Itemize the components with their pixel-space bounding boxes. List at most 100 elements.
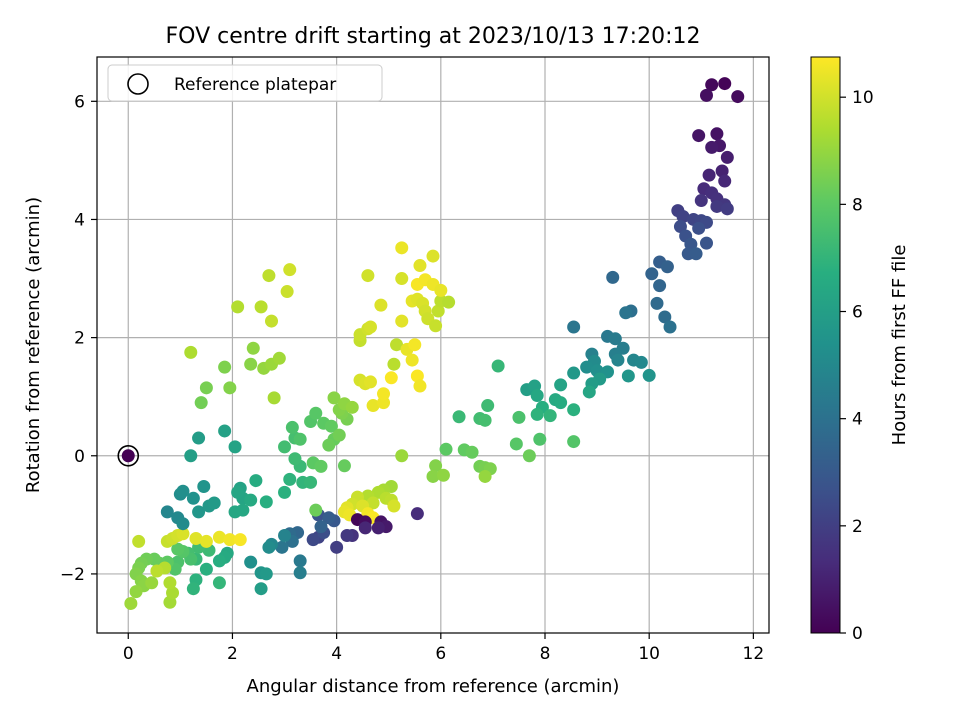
data-point: [259, 495, 273, 509]
data-point: [124, 596, 138, 610]
data-point: [306, 533, 320, 547]
data-point: [699, 236, 713, 250]
data-point: [371, 521, 385, 535]
data-point: [192, 431, 206, 445]
data-point: [166, 586, 180, 600]
data-point: [199, 562, 213, 576]
data-point: [330, 540, 344, 554]
data-point: [465, 445, 479, 459]
data-point: [283, 472, 297, 486]
data-point: [619, 306, 633, 320]
data-point: [249, 474, 263, 488]
data-point: [395, 314, 409, 328]
data-point: [611, 353, 625, 367]
data-point: [327, 391, 341, 405]
data-point: [705, 78, 719, 92]
data-point: [145, 576, 159, 590]
data-point: [694, 194, 708, 208]
data-point: [658, 310, 672, 324]
data-point: [314, 459, 328, 473]
y-tick-label: 2: [74, 329, 85, 349]
data-point: [720, 150, 734, 164]
data-point: [218, 424, 232, 438]
data-point: [429, 459, 443, 473]
data-point: [322, 511, 336, 525]
data-point: [731, 90, 745, 104]
data-point: [272, 351, 286, 365]
data-point: [413, 379, 427, 393]
data-point: [522, 449, 536, 463]
y-axis-ticks: −2 0 2 4 6: [60, 92, 97, 585]
data-point: [186, 582, 200, 596]
data-point: [710, 199, 724, 213]
data-point: [278, 440, 292, 454]
data-point: [293, 554, 307, 568]
data-point: [429, 319, 443, 333]
x-tick-label: 10: [638, 644, 660, 664]
data-point: [283, 263, 297, 277]
legend-marker-icon: [127, 73, 149, 95]
data-point: [267, 391, 281, 405]
x-axis-ticks: 0 2 4 6 8 10 12: [123, 633, 764, 664]
data-point: [212, 576, 226, 590]
data-point: [642, 368, 656, 382]
data-point: [265, 314, 279, 328]
scatter-points: [124, 77, 745, 610]
data-point: [653, 279, 667, 293]
data-point: [189, 531, 203, 545]
data-point: [410, 507, 424, 521]
data-point: [228, 440, 242, 454]
colorbar-tick-label: 2: [852, 517, 863, 537]
data-point: [150, 564, 164, 578]
data-point: [645, 267, 659, 281]
chart-title: FOV centre drift starting at 2023/10/13 …: [166, 24, 701, 49]
data-point: [384, 371, 398, 385]
data-point: [236, 503, 250, 517]
data-point: [509, 437, 523, 451]
data-point: [436, 468, 450, 482]
data-point: [452, 410, 466, 424]
data-point: [223, 381, 237, 395]
data-point: [431, 304, 445, 318]
data-point: [244, 555, 258, 569]
legend: Reference platepar: [107, 64, 383, 102]
data-point: [567, 403, 581, 417]
data-point: [322, 438, 336, 452]
data-point: [442, 295, 456, 309]
data-point: [567, 320, 581, 334]
data-point: [337, 459, 351, 473]
data-point: [324, 419, 338, 433]
data-point: [426, 249, 440, 263]
data-point: [345, 400, 359, 414]
data-point: [676, 210, 690, 224]
data-point: [176, 527, 190, 541]
data-point: [176, 517, 190, 531]
data-point: [218, 360, 232, 374]
data-point: [246, 341, 260, 355]
data-point: [223, 533, 237, 547]
data-point: [567, 366, 581, 380]
data-point: [194, 396, 208, 410]
y-tick-label: 6: [74, 92, 85, 112]
data-point: [254, 300, 268, 314]
colorbar-tick-label: 10: [852, 88, 874, 108]
x-tick-label: 0: [123, 644, 134, 664]
data-point: [377, 387, 391, 401]
data-point: [212, 530, 226, 544]
data-point: [186, 491, 200, 505]
data-point: [705, 140, 719, 154]
data-point: [663, 320, 677, 334]
data-point: [395, 272, 409, 286]
data-point: [689, 247, 703, 261]
data-point: [582, 385, 596, 399]
data-point: [280, 285, 294, 299]
data-point: [692, 221, 706, 235]
data-point: [309, 406, 323, 420]
data-point: [366, 496, 380, 510]
data-point: [533, 432, 547, 446]
data-point: [660, 260, 674, 274]
data-point: [491, 359, 505, 373]
data-point: [314, 520, 328, 534]
colorbar-tick-label: 0: [852, 624, 863, 644]
